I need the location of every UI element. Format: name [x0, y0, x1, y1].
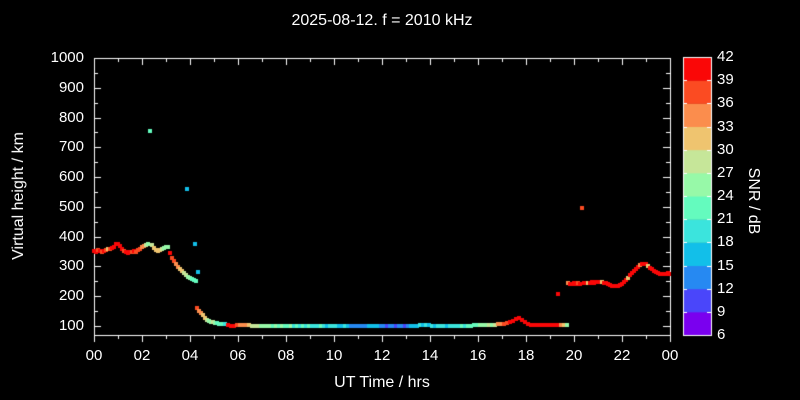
x-tick-label: 14 — [421, 347, 439, 364]
y-tick-label: 300 — [58, 257, 84, 274]
y-tick-label: 100 — [58, 317, 84, 334]
colorbar-tick-label: 27 — [717, 164, 734, 181]
x-tick-label: 22 — [613, 347, 631, 364]
y-tick-label: 500 — [58, 198, 84, 215]
x-tick-label: 12 — [373, 347, 391, 364]
x-tick-label: 20 — [565, 347, 583, 364]
x-tick-label: 00 — [661, 347, 679, 364]
colorbar-tick-label: 33 — [717, 118, 734, 135]
x-tick-label: 00 — [85, 347, 103, 364]
colorbar-tick-label: 9 — [717, 303, 726, 320]
y-tick-label: 1000 — [50, 49, 84, 66]
y-axis-label: Virtual height / km — [10, 132, 27, 260]
colorbar-tick-label: 12 — [717, 280, 734, 297]
x-tick-label: 10 — [325, 347, 343, 364]
colorbar-tick-label: 6 — [717, 326, 726, 343]
colorbar-tick-label: 15 — [717, 257, 734, 274]
colorbar-tick-label: 24 — [717, 187, 734, 204]
colorbar-tick-label: 30 — [717, 141, 734, 158]
x-tick-label: 08 — [277, 347, 295, 364]
colorbar-tick-label: 39 — [717, 71, 734, 88]
y-tick-label: 700 — [58, 138, 84, 155]
x-tick-label: 02 — [133, 347, 151, 364]
x-tick-label: 18 — [517, 347, 535, 364]
colorbar-tick-label: 21 — [717, 210, 734, 227]
x-axis-label: UT Time / hrs — [334, 374, 430, 391]
y-tick-label: 600 — [58, 168, 84, 185]
colorbar-tick-label: 42 — [717, 48, 734, 65]
x-tick-label: 04 — [181, 347, 199, 364]
colorbar-tick-label: 36 — [717, 94, 734, 111]
y-tick-label: 400 — [58, 228, 84, 245]
chart-title: 2025-08-12. f = 2010 kHz — [291, 12, 473, 29]
y-tick-label: 200 — [58, 287, 84, 304]
y-tick-label: 900 — [58, 79, 84, 96]
colorbar-tick-label: 18 — [717, 233, 734, 250]
y-tick-label: 800 — [58, 109, 84, 126]
x-tick-label: 16 — [469, 347, 487, 364]
x-tick-label: 06 — [229, 347, 247, 364]
